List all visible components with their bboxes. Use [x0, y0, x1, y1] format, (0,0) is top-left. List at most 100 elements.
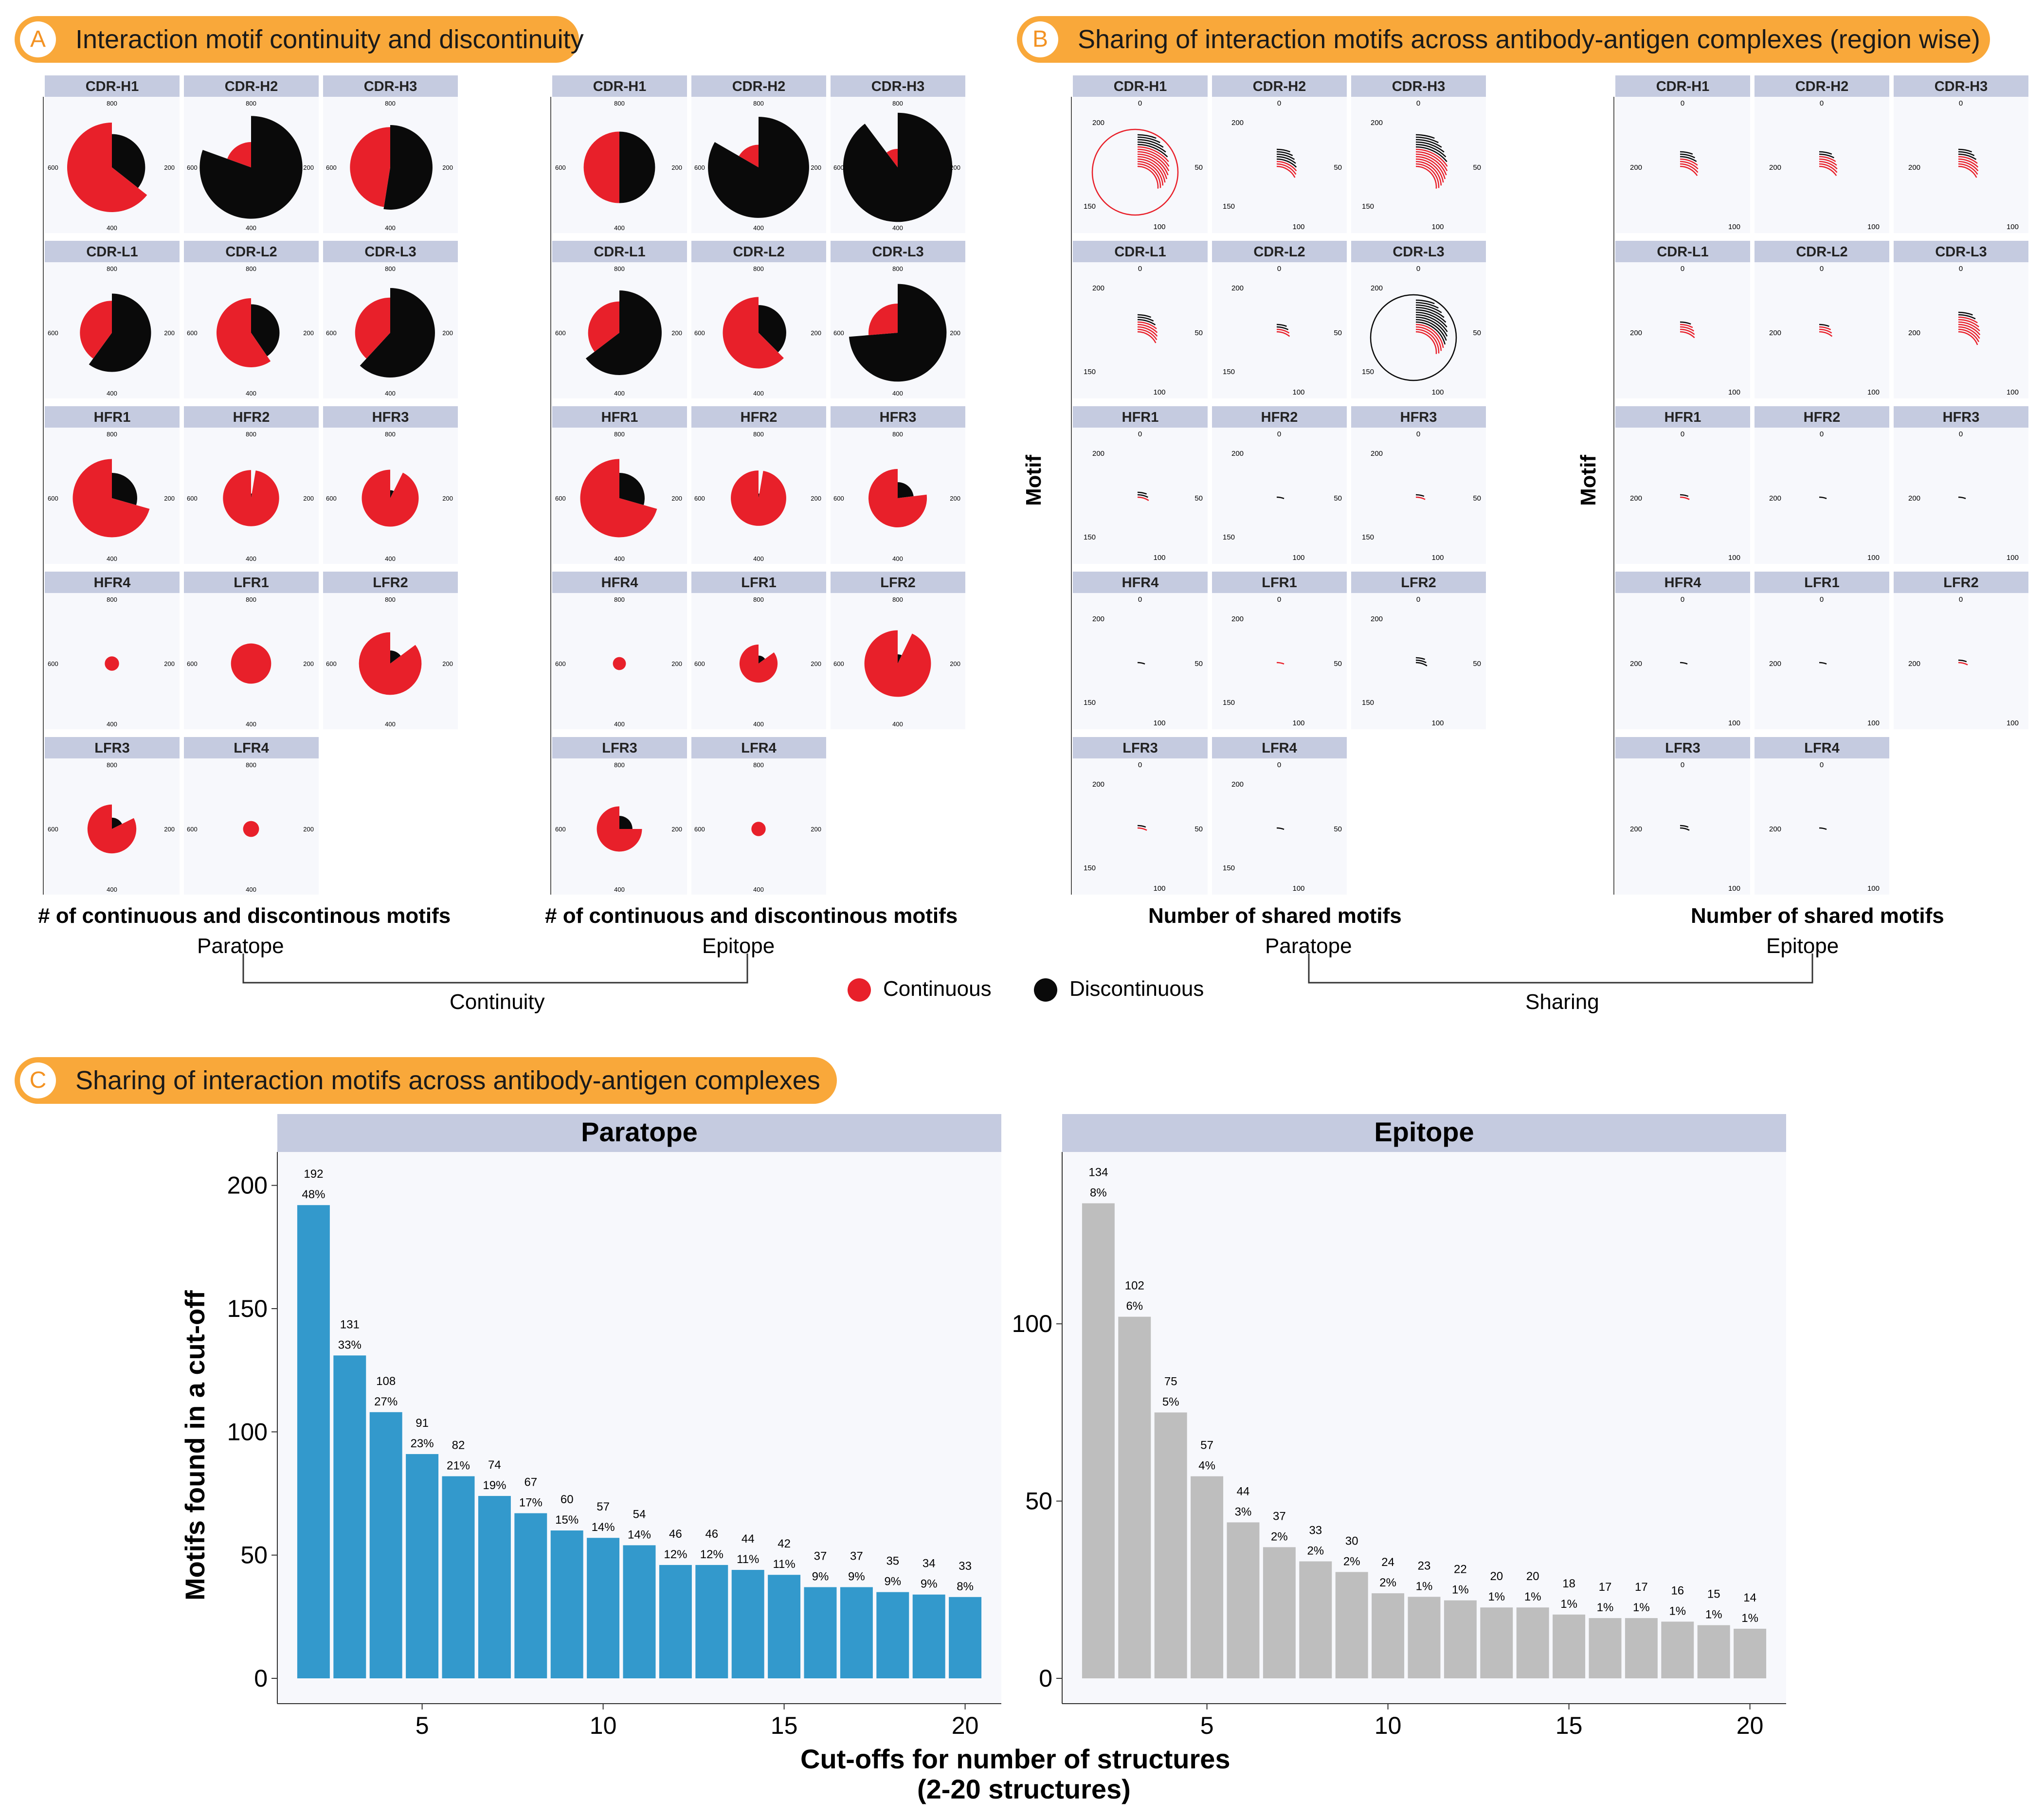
b-par-tick-50-hfr3: 50: [1473, 494, 1481, 503]
b-epi-tick-200-lfr3: 200: [1630, 825, 1642, 833]
b-par-tick-200-hfr4: 200: [1092, 615, 1104, 623]
a-epi-tick-600-cdr-l1: 600: [555, 329, 566, 337]
a-par-strip-label-hfr1: HFR1: [94, 410, 131, 425]
a-par-tick-400-cdr-h2: 400: [246, 224, 256, 232]
a-epi-cont-wedge-hfr1: [580, 459, 657, 538]
panel-a-paratope-xlabel: # of continuous and discontinous motifs: [38, 904, 451, 928]
a-par-tick-800-cdr-h2: 800: [246, 100, 256, 107]
c-epitope-bar-14: [1516, 1607, 1549, 1678]
b-epi-tick-0-lfr1: 0: [1820, 595, 1824, 604]
b-par-arc-cdr-l1-0: [1137, 331, 1157, 343]
a-epi-tick-200-cdr-l2: 200: [811, 329, 821, 337]
a-epi-tick-400-hfr3: 400: [892, 555, 903, 562]
c-paratope-bar-4: [369, 1412, 402, 1678]
a-epi-tick-600-cdr-l3: 600: [833, 329, 844, 337]
b-epi-arc-cdr-h2-4: [1819, 156, 1836, 162]
a-epi-strip-label-cdr-h1: CDR-H1: [593, 79, 647, 94]
b-par-tick-150-cdr-l1: 150: [1084, 368, 1096, 376]
b-epi-panel-hfr1: [1615, 428, 1750, 564]
b-par-tick-100-hfr3: 100: [1431, 554, 1444, 562]
section-c-banner: C Sharing of interaction motifs across a…: [15, 1057, 837, 1104]
b-par-tick-0-cdr-l2: 0: [1277, 265, 1281, 273]
b-epi-strip-cdr-h2: [1755, 75, 1889, 97]
b-par-tick-150-cdr-h2: 150: [1223, 202, 1235, 211]
b-epi-panel-cdr-l3: [1894, 262, 2028, 398]
b-par-strip-cdr-l2: [1212, 241, 1347, 262]
c-paratope-bar-value-5: 91: [416, 1417, 429, 1430]
b-epi-strip-label-hfr1: HFR1: [1664, 410, 1701, 425]
b-epi-arc-hfr2-0: [1819, 496, 1827, 499]
a-epi-disc-wedge-hfr1: [619, 473, 645, 505]
a-par-tick-600-lfr4: 600: [187, 826, 198, 833]
b-par-arc-cdr-h1-2: [1137, 161, 1164, 186]
b-par-arc-cdr-l3-12: [1415, 302, 1439, 309]
b-epi-strip-label-cdr-h3: CDR-H3: [1935, 79, 1988, 94]
a-epi-tick-600-lfr2: 600: [833, 660, 844, 667]
c-epitope-bar-pct-11: 1%: [1416, 1580, 1433, 1593]
b-epi-tick-200-cdr-h3: 200: [1908, 163, 1920, 172]
a-epi-tick-200-cdr-l1: 200: [671, 329, 682, 337]
c-paratope-ytick-label-200: 200: [227, 1172, 268, 1199]
b-par-tick-50-lfr3: 50: [1194, 825, 1203, 833]
b-epi-strip-label-hfr3: HFR3: [1943, 410, 1980, 425]
b-epi-strip-lfr2: [1894, 572, 2028, 593]
a-epi-tick-200-cdr-l3: 200: [950, 329, 960, 337]
b-par-tick-150-lfr1: 150: [1223, 699, 1235, 707]
c-epitope-bar-10: [1372, 1593, 1405, 1678]
b-par-arc-cdr-l2-3: [1276, 324, 1287, 327]
b-epi-arc-hfr1-0: [1680, 496, 1690, 500]
c-paratope-bar-value-19: 34: [923, 1557, 936, 1570]
c-paratope-bar-12: [659, 1565, 692, 1678]
section-b-title: Sharing of interaction motifs across ant…: [1078, 25, 1980, 54]
a-par-cont-wedge-cdr-l3: [355, 297, 390, 359]
a-epi-cont-wedge-lfr3: [597, 806, 642, 852]
a-epi-tick-400-lfr4: 400: [753, 886, 764, 893]
b-par-tick-50-lfr4: 50: [1334, 825, 1342, 833]
a-par-disc-wedge-lfr2: [390, 650, 401, 664]
b-par-tick-50-cdr-l3: 50: [1473, 329, 1481, 337]
b-par-strip-label-lfr4: LFR4: [1262, 740, 1297, 756]
a-epi-cont-wedge-cdr-l3: [868, 304, 898, 335]
b-par-tick-200-lfr1: 200: [1231, 615, 1244, 623]
b-par-arc-cdr-l1-6: [1137, 316, 1154, 322]
c-paratope-bar-pct-9: 15%: [555, 1513, 579, 1527]
b-epi-tick-100-cdr-l3: 100: [2007, 388, 2019, 396]
c-epitope-bar-value-20: 14: [1743, 1591, 1756, 1604]
c-epitope-bar-15: [1553, 1614, 1586, 1678]
b-epi-tick-100-lfr3: 100: [1728, 884, 1740, 893]
c-epitope-strip: [1062, 1114, 1786, 1152]
b-par-strip-label-hfr3: HFR3: [1400, 410, 1437, 425]
c-epitope-bar-pct-10: 2%: [1379, 1576, 1396, 1589]
b-epi-tick-200-cdr-h2: 200: [1769, 163, 1781, 172]
a-epi-tick-800-cdr-h1: 800: [614, 100, 625, 107]
b-par-arc-cdr-l3-2: [1415, 326, 1442, 351]
a-epi-tick-600-lfr1: 600: [694, 660, 705, 667]
a-par-tick-600-lfr3: 600: [48, 826, 58, 833]
panel-a-epitope-xlabel: # of continuous and discontinous motifs: [545, 904, 958, 928]
panel-c-xlabel-line2: (2-20 structures): [917, 1774, 1131, 1804]
b-epi-tick-100-lfr2: 100: [2007, 719, 2019, 727]
a-epi-tick-400-hfr4: 400: [614, 720, 625, 728]
b-par-tick-50-cdr-l1: 50: [1194, 329, 1203, 337]
c-epitope-bar-pct-4: 5%: [1162, 1395, 1179, 1408]
b-par-arc-cdr-h1-3: [1137, 158, 1166, 183]
continuity-bracket: [242, 953, 748, 984]
b-par-arc-cdr-h1-5: [1137, 153, 1169, 176]
a-par-tick-600-cdr-l2: 600: [187, 329, 198, 337]
b-epi-strip-label-cdr-l2: CDR-L2: [1796, 244, 1847, 260]
b-epi-tick-200-hfr4: 200: [1630, 660, 1642, 668]
a-par-disc-wedge-cdr-h2: [199, 116, 303, 219]
a-par-tick-200-cdr-l3: 200: [442, 329, 453, 337]
b-epi-arc-cdr-h3-7: [1958, 148, 1972, 153]
b-epi-tick-200-lfr4: 200: [1769, 825, 1781, 833]
b-par-tick-150-cdr-l2: 150: [1223, 368, 1235, 376]
b-par-arc-lfr2-1: [1415, 659, 1427, 664]
c-epitope-bar-9: [1335, 1572, 1368, 1678]
a-par-tick-200-hfr2: 200: [303, 495, 314, 502]
b-epi-strip-cdr-l2: [1755, 241, 1889, 262]
b-par-strip-label-hfr4: HFR4: [1122, 575, 1159, 591]
b-par-panel-lfr2: [1351, 593, 1486, 729]
b-par-arc-cdr-h3-4: [1415, 156, 1446, 180]
c-paratope-bar-value-6: 82: [452, 1439, 465, 1452]
b-par-arc-cdr-h3-11: [1415, 139, 1442, 148]
